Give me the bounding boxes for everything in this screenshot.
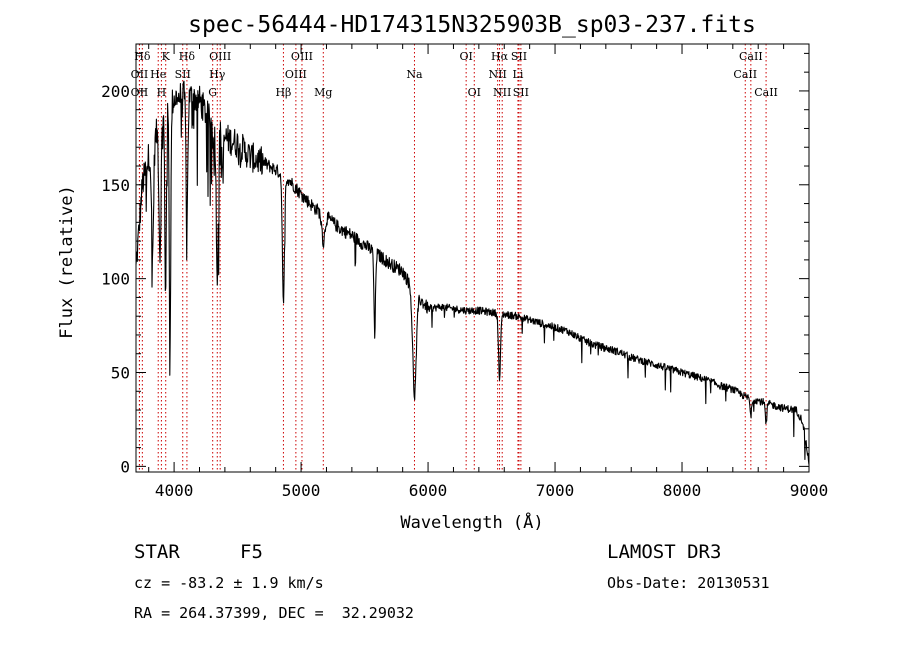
line-marker-label: SII (513, 86, 529, 99)
x-axis-ticks: 4000 5000 6000 7000 8000 9000 (148, 44, 829, 500)
line-marker-group (138, 44, 767, 472)
x-tick-label: 4000 (155, 481, 194, 500)
line-marker-label: H (157, 86, 167, 99)
line-marker-label: OI (459, 50, 472, 63)
object-subclass: F5 (240, 541, 263, 563)
x-tick-label: 5000 (282, 481, 321, 500)
line-marker-label: Li (513, 68, 524, 81)
spectrum-line (135, 80, 810, 465)
line-marker-label: NII (493, 86, 511, 99)
line-marker-label: SII (175, 68, 191, 81)
line-marker-label: Hα (491, 50, 509, 63)
line-marker-label: He (150, 68, 166, 81)
y-tick-label: 200 (101, 82, 130, 101)
x-tick-label: 8000 (663, 481, 702, 500)
x-axis-label: Wavelength (Å) (400, 511, 543, 533)
line-marker-label: OI (468, 86, 481, 99)
y-tick-label: 100 (101, 270, 130, 289)
redshift-text: cz = -83.2 ± 1.9 km/s (134, 574, 324, 592)
y-axis-label: Flux (relative) (57, 185, 77, 339)
chart-title: spec-56444-HD174315N325903B_sp03-237.fit… (188, 12, 756, 38)
x-tick-label: 9000 (790, 481, 829, 500)
line-marker-label: Hβ (275, 86, 291, 99)
line-marker-label: CaII (754, 86, 778, 99)
line-marker-label: OIII (285, 68, 307, 81)
line-marker-label: OII (131, 68, 149, 81)
line-marker-label: SII (511, 50, 527, 63)
x-tick-label: 6000 (409, 481, 448, 500)
line-marker-label: NII (488, 68, 506, 81)
y-tick-label: 0 (120, 457, 130, 476)
survey-name: LAMOST DR3 (607, 541, 722, 563)
line-marker-label: OIII (291, 50, 313, 63)
line-marker-label: Hγ (209, 68, 226, 81)
y-tick-label: 150 (101, 176, 130, 195)
line-marker-label: OII (131, 86, 149, 99)
line-marker-label: Na (406, 68, 423, 81)
coordinates-text: RA = 264.37399, DEC = 32.29032 (134, 604, 414, 622)
line-marker-label: Hδ (134, 50, 151, 63)
line-marker-label: OIII (209, 50, 231, 63)
y-axis-ticks: 0 50 100 150 200 (101, 52, 809, 476)
line-marker-label: G (208, 86, 217, 99)
line-marker-label: K (162, 50, 171, 63)
object-class: STAR (134, 541, 180, 563)
y-tick-label: 50 (111, 364, 130, 383)
line-marker-label: CaII (739, 50, 763, 63)
line-marker-label: CaII (733, 68, 757, 81)
line-marker-label: Mg (314, 86, 332, 99)
plot-frame (135, 43, 810, 473)
line-marker-label: Hδ (179, 50, 196, 63)
obs-date: Obs-Date: 20130531 (607, 574, 770, 592)
x-tick-label: 7000 (536, 481, 575, 500)
